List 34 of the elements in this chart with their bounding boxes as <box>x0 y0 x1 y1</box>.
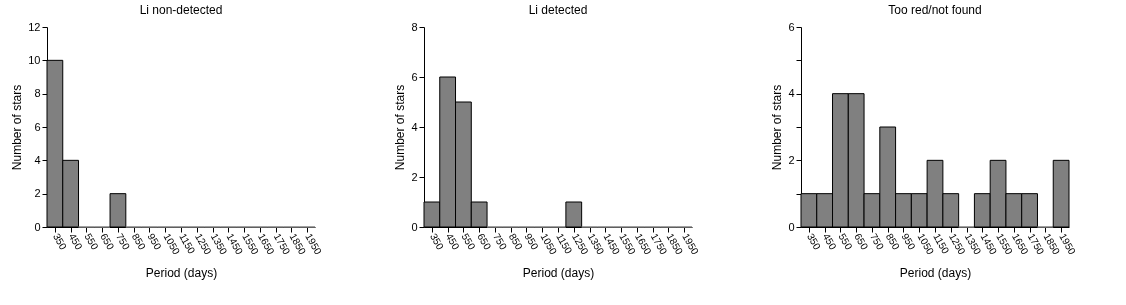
y-tick-label: 8 <box>34 87 41 100</box>
chart-title: Too red/not found <box>888 3 982 17</box>
y-tick-label: 4 <box>788 87 795 100</box>
y-tick-label: 4 <box>34 153 41 166</box>
y-tick-label: 0 <box>411 220 418 233</box>
y-tick-label: 6 <box>411 70 418 83</box>
y-tick-label: 6 <box>788 20 795 33</box>
y-axis-title: Number of stars <box>770 84 785 171</box>
y-tick-label: 12 <box>28 20 41 33</box>
x-axis-title: Period (days) <box>899 266 972 281</box>
y-tick-label: 8 <box>411 20 418 33</box>
y-tick-label: 0 <box>34 220 41 233</box>
y-tick-label: 2 <box>788 153 795 166</box>
x-axis-title: Period (days) <box>145 266 218 281</box>
y-tick-label: 10 <box>28 53 41 66</box>
y-tick-label: 2 <box>411 170 418 183</box>
x-axis-title: Period (days) <box>522 266 595 281</box>
x-tick-label: 950 <box>899 231 918 252</box>
chart-title: Li detected <box>528 3 588 17</box>
x-tick-label: 550 <box>82 231 101 252</box>
y-tick-label: 4 <box>411 120 418 133</box>
y-tick-label: 6 <box>34 120 41 133</box>
chart-title: Li non-detected <box>139 3 223 17</box>
y-tick-label: 0 <box>788 220 795 233</box>
x-tick-label: 550 <box>836 231 855 252</box>
y-tick-label: 2 <box>34 187 41 200</box>
y-axis-title: Number of stars <box>393 84 408 171</box>
x-tick-label: 950 <box>145 231 164 252</box>
x-tick-label: 650 <box>475 231 494 252</box>
x-tick-label: 550 <box>459 231 478 252</box>
x-tick-label: 650 <box>852 231 871 252</box>
x-tick-label: 950 <box>522 231 541 252</box>
x-tick-label: 650 <box>98 231 117 252</box>
y-axis-title: Number of stars <box>10 84 25 171</box>
